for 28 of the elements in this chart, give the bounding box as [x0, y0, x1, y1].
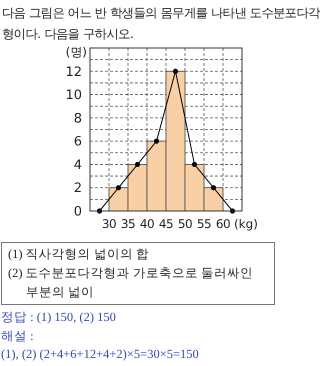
x-axis-title: (kg) [234, 217, 258, 231]
point [192, 162, 198, 168]
point [116, 185, 122, 190]
y-tick-label: 6 [74, 134, 82, 150]
y-tick-label: 4 [74, 158, 82, 173]
y-tick-label: 8 [74, 111, 82, 126]
text: 해설 : [1, 328, 34, 345]
point [172, 68, 178, 74]
point [134, 162, 140, 168]
y-axis-title: (명) [66, 45, 87, 59]
y-tick-label: 0 [74, 204, 82, 220]
x-tick-label: 50 [178, 217, 192, 231]
text: 정답 : (1) 150, (2) 150 [1, 309, 116, 326]
chart-title: 다음 그림은 어느 반 학생들의 몸무게를 나타낸 도수분포다각형이다. 다음을 구하시오. [2, 5, 320, 43]
text: (1), (2) (2+4+6+12+4+2)×5=30×5=150 [1, 347, 199, 362]
x-tick-label: 45 [158, 217, 174, 231]
text: (2) 도수분포다각형과 가로축으로 둘러싸인 부분의 넓이 [8, 265, 254, 301]
point [154, 138, 160, 144]
y-tick-label: 2 [74, 181, 82, 196]
x-tick-label: 30 [102, 217, 116, 231]
point [210, 185, 216, 190]
y-tick-label: 10 [65, 88, 82, 104]
x-tick-label: 35 [120, 217, 136, 231]
x-tick-label: 60 [216, 217, 230, 231]
x-tick-label: 40 [140, 217, 154, 231]
text: (1) 직사각형의 넓이의 합 [8, 246, 150, 263]
x-tick-label: 55 [196, 217, 212, 231]
y-tick-label: 12 [65, 64, 82, 80]
